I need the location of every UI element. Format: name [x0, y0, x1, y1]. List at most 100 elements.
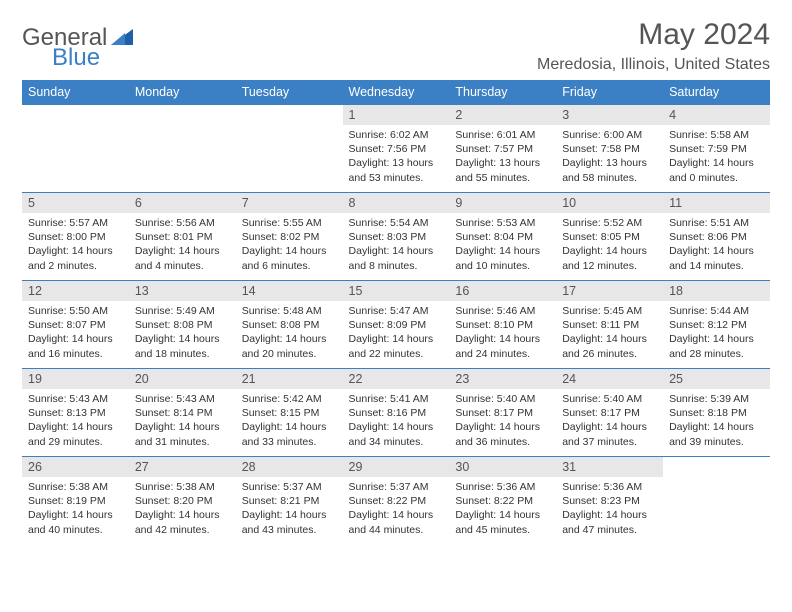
- calendar-day: 13Sunrise: 5:49 AMSunset: 8:08 PMDayligh…: [129, 281, 236, 369]
- sunset-line: Sunset: 8:22 PM: [455, 494, 550, 508]
- logo-text-blue: Blue: [52, 44, 100, 71]
- daylight-line: Daylight: 14 hours and 0 minutes.: [669, 156, 764, 184]
- sunrise-line: Sunrise: 5:43 AM: [135, 392, 230, 406]
- day-details: Sunrise: 5:55 AMSunset: 8:02 PMDaylight:…: [236, 213, 343, 277]
- sunset-line: Sunset: 8:17 PM: [455, 406, 550, 420]
- sunrise-line: Sunrise: 5:43 AM: [28, 392, 123, 406]
- day-header: Friday: [556, 80, 663, 105]
- day-number: 16: [449, 281, 556, 301]
- calendar-day: 22Sunrise: 5:41 AMSunset: 8:16 PMDayligh…: [343, 369, 450, 457]
- calendar-day: 2Sunrise: 6:01 AMSunset: 7:57 PMDaylight…: [449, 105, 556, 193]
- day-details: Sunrise: 5:42 AMSunset: 8:15 PMDaylight:…: [236, 389, 343, 453]
- daylight-line: Daylight: 14 hours and 39 minutes.: [669, 420, 764, 448]
- calendar-body: 1Sunrise: 6:02 AMSunset: 7:56 PMDaylight…: [22, 105, 770, 545]
- day-details: Sunrise: 5:57 AMSunset: 8:00 PMDaylight:…: [22, 213, 129, 277]
- sunset-line: Sunset: 7:56 PM: [349, 142, 444, 156]
- calendar-day: 18Sunrise: 5:44 AMSunset: 8:12 PMDayligh…: [663, 281, 770, 369]
- day-details: Sunrise: 5:39 AMSunset: 8:18 PMDaylight:…: [663, 389, 770, 453]
- sunrise-line: Sunrise: 5:40 AM: [562, 392, 657, 406]
- day-number: 3: [556, 105, 663, 125]
- calendar-week: 26Sunrise: 5:38 AMSunset: 8:19 PMDayligh…: [22, 457, 770, 545]
- calendar-table: SundayMondayTuesdayWednesdayThursdayFrid…: [22, 80, 770, 545]
- daylight-line: Daylight: 14 hours and 36 minutes.: [455, 420, 550, 448]
- sunrise-line: Sunrise: 5:51 AM: [669, 216, 764, 230]
- day-details: Sunrise: 5:36 AMSunset: 8:23 PMDaylight:…: [556, 477, 663, 541]
- sunset-line: Sunset: 8:16 PM: [349, 406, 444, 420]
- day-number: 23: [449, 369, 556, 389]
- daylight-line: Daylight: 13 hours and 55 minutes.: [455, 156, 550, 184]
- day-details: Sunrise: 5:43 AMSunset: 8:13 PMDaylight:…: [22, 389, 129, 453]
- day-number: 31: [556, 457, 663, 477]
- day-details: Sunrise: 5:56 AMSunset: 8:01 PMDaylight:…: [129, 213, 236, 277]
- day-number: 11: [663, 193, 770, 213]
- day-number: 6: [129, 193, 236, 213]
- day-number: 20: [129, 369, 236, 389]
- day-header: Wednesday: [343, 80, 450, 105]
- calendar-day: 29Sunrise: 5:37 AMSunset: 8:22 PMDayligh…: [343, 457, 450, 545]
- day-details: Sunrise: 5:52 AMSunset: 8:05 PMDaylight:…: [556, 213, 663, 277]
- calendar-day: 25Sunrise: 5:39 AMSunset: 8:18 PMDayligh…: [663, 369, 770, 457]
- daylight-line: Daylight: 14 hours and 24 minutes.: [455, 332, 550, 360]
- day-details: Sunrise: 6:02 AMSunset: 7:56 PMDaylight:…: [343, 125, 450, 189]
- daylight-line: Daylight: 14 hours and 16 minutes.: [28, 332, 123, 360]
- daylight-line: Daylight: 13 hours and 58 minutes.: [562, 156, 657, 184]
- calendar-day: 5Sunrise: 5:57 AMSunset: 8:00 PMDaylight…: [22, 193, 129, 281]
- daylight-line: Daylight: 14 hours and 33 minutes.: [242, 420, 337, 448]
- daylight-line: Daylight: 14 hours and 47 minutes.: [562, 508, 657, 536]
- sunset-line: Sunset: 8:21 PM: [242, 494, 337, 508]
- calendar-day-empty: [663, 457, 770, 545]
- daylight-line: Daylight: 14 hours and 18 minutes.: [135, 332, 230, 360]
- sunrise-line: Sunrise: 5:39 AM: [669, 392, 764, 406]
- day-number: 27: [129, 457, 236, 477]
- day-details: Sunrise: 5:48 AMSunset: 8:08 PMDaylight:…: [236, 301, 343, 365]
- day-number: 2: [449, 105, 556, 125]
- day-header: Saturday: [663, 80, 770, 105]
- sunrise-line: Sunrise: 5:53 AM: [455, 216, 550, 230]
- calendar-day: 21Sunrise: 5:42 AMSunset: 8:15 PMDayligh…: [236, 369, 343, 457]
- calendar-week: 5Sunrise: 5:57 AMSunset: 8:00 PMDaylight…: [22, 193, 770, 281]
- sunrise-line: Sunrise: 5:36 AM: [562, 480, 657, 494]
- day-header: Thursday: [449, 80, 556, 105]
- calendar-day: 11Sunrise: 5:51 AMSunset: 8:06 PMDayligh…: [663, 193, 770, 281]
- day-number: 29: [343, 457, 450, 477]
- daylight-line: Daylight: 14 hours and 20 minutes.: [242, 332, 337, 360]
- calendar-day: 20Sunrise: 5:43 AMSunset: 8:14 PMDayligh…: [129, 369, 236, 457]
- sunrise-line: Sunrise: 5:55 AM: [242, 216, 337, 230]
- sunset-line: Sunset: 8:03 PM: [349, 230, 444, 244]
- sunset-line: Sunset: 7:59 PM: [669, 142, 764, 156]
- calendar-day: 1Sunrise: 6:02 AMSunset: 7:56 PMDaylight…: [343, 105, 450, 193]
- sunrise-line: Sunrise: 5:38 AM: [28, 480, 123, 494]
- day-number: 24: [556, 369, 663, 389]
- day-details: Sunrise: 5:53 AMSunset: 8:04 PMDaylight:…: [449, 213, 556, 277]
- sunset-line: Sunset: 8:10 PM: [455, 318, 550, 332]
- day-number: 30: [449, 457, 556, 477]
- sunrise-line: Sunrise: 5:42 AM: [242, 392, 337, 406]
- calendar-day: 3Sunrise: 6:00 AMSunset: 7:58 PMDaylight…: [556, 105, 663, 193]
- day-number: 14: [236, 281, 343, 301]
- sunset-line: Sunset: 8:01 PM: [135, 230, 230, 244]
- sunset-line: Sunset: 8:07 PM: [28, 318, 123, 332]
- sunset-line: Sunset: 8:14 PM: [135, 406, 230, 420]
- daylight-line: Daylight: 14 hours and 37 minutes.: [562, 420, 657, 448]
- daylight-line: Daylight: 14 hours and 14 minutes.: [669, 244, 764, 272]
- sunset-line: Sunset: 8:20 PM: [135, 494, 230, 508]
- sunrise-line: Sunrise: 5:57 AM: [28, 216, 123, 230]
- calendar-day: 16Sunrise: 5:46 AMSunset: 8:10 PMDayligh…: [449, 281, 556, 369]
- day-number: 8: [343, 193, 450, 213]
- daylight-line: Daylight: 14 hours and 10 minutes.: [455, 244, 550, 272]
- day-details: Sunrise: 5:44 AMSunset: 8:12 PMDaylight:…: [663, 301, 770, 365]
- calendar-day: 12Sunrise: 5:50 AMSunset: 8:07 PMDayligh…: [22, 281, 129, 369]
- sunset-line: Sunset: 8:09 PM: [349, 318, 444, 332]
- sunset-line: Sunset: 8:18 PM: [669, 406, 764, 420]
- day-details: Sunrise: 5:54 AMSunset: 8:03 PMDaylight:…: [343, 213, 450, 277]
- day-details: Sunrise: 5:40 AMSunset: 8:17 PMDaylight:…: [449, 389, 556, 453]
- day-details: Sunrise: 5:46 AMSunset: 8:10 PMDaylight:…: [449, 301, 556, 365]
- sunrise-line: Sunrise: 5:56 AM: [135, 216, 230, 230]
- calendar-day: 26Sunrise: 5:38 AMSunset: 8:19 PMDayligh…: [22, 457, 129, 545]
- day-details: Sunrise: 6:00 AMSunset: 7:58 PMDaylight:…: [556, 125, 663, 189]
- sunset-line: Sunset: 8:19 PM: [28, 494, 123, 508]
- daylight-line: Daylight: 14 hours and 45 minutes.: [455, 508, 550, 536]
- daylight-line: Daylight: 13 hours and 53 minutes.: [349, 156, 444, 184]
- sunrise-line: Sunrise: 5:41 AM: [349, 392, 444, 406]
- sunset-line: Sunset: 8:05 PM: [562, 230, 657, 244]
